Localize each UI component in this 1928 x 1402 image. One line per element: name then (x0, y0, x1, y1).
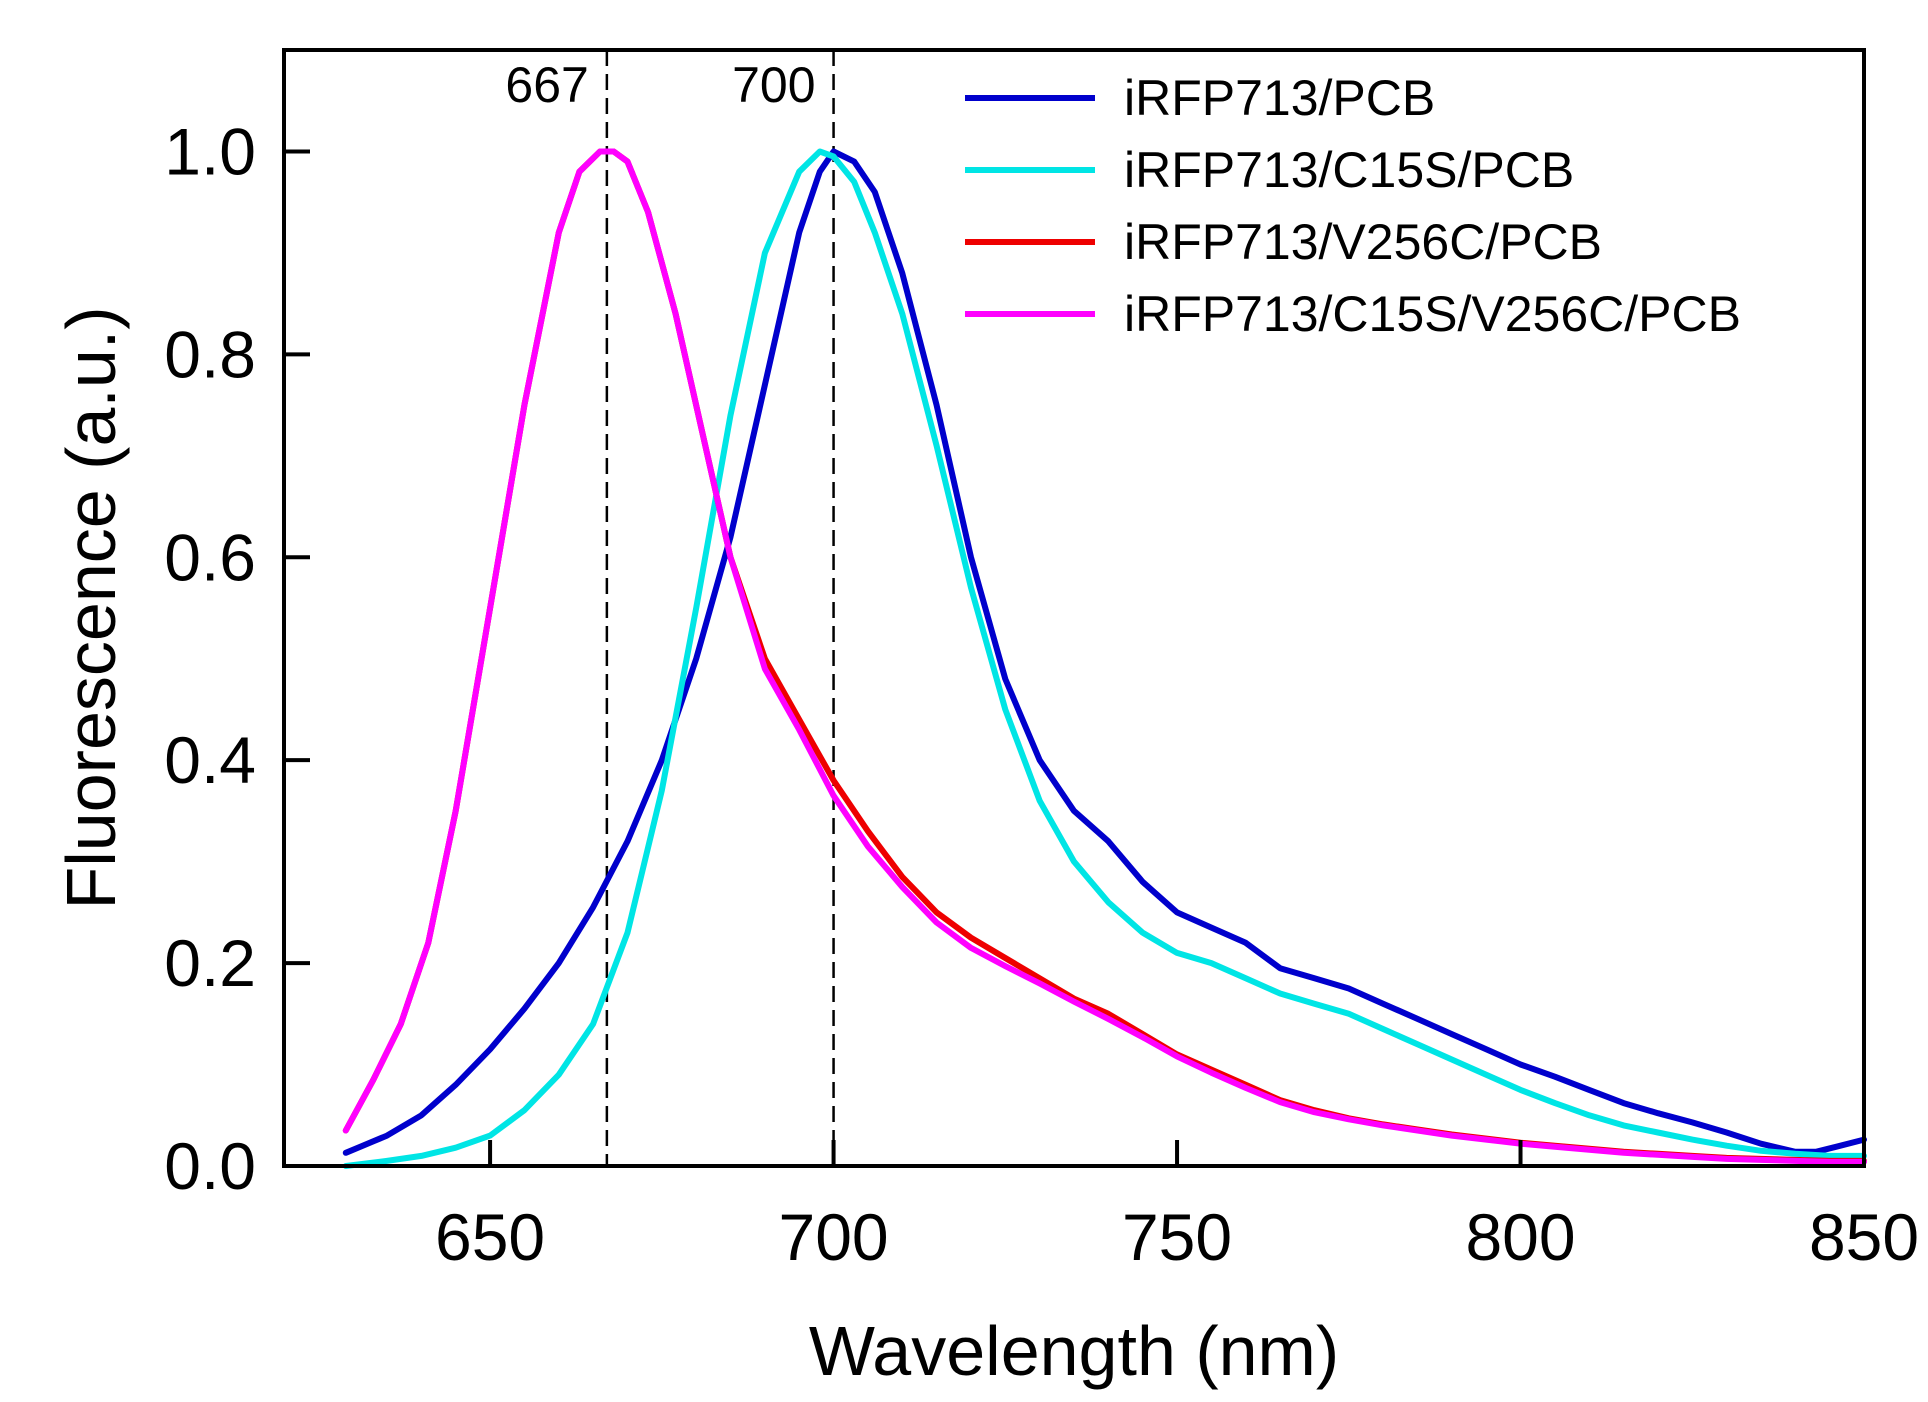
x-axis-label: Wavelength (nm) (809, 1312, 1339, 1390)
y-tick-label-0.8: 0.8 (164, 317, 256, 391)
x-tick-label-850: 850 (1809, 1200, 1919, 1274)
x-tick-label-750: 750 (1122, 1200, 1232, 1274)
y-tick-label-0.2: 0.2 (164, 926, 256, 1000)
plot-frame (282, 48, 1866, 1168)
reference-label-700: 700 (732, 57, 815, 113)
y-tick-label-0.4: 0.4 (164, 723, 256, 797)
axis-layer: 650 700 750 800 850 0.0 0.2 0.4 0.6 0.8 1.0 (164, 114, 1919, 1274)
x-tick-label-700: 700 (779, 1200, 889, 1274)
y-axis-label: Fluorescence (a.u.) (52, 306, 130, 909)
reference-label-667: 667 (505, 57, 588, 113)
series-line-1 (342, 148, 1867, 1169)
legend-label-0: iRFP713/PCB (1124, 70, 1435, 126)
legend-label-1: iRFP713/C15S/PCB (1124, 142, 1574, 198)
series-line-3 (342, 148, 1867, 1165)
x-tick-label-650: 650 (435, 1200, 545, 1274)
series-line-0 (342, 148, 1867, 1156)
plot-layer: 667 700 (342, 50, 1867, 1169)
legend-label-2: iRFP713/V256C/PCB (1124, 214, 1602, 270)
y-tick-label-1.0: 1.0 (164, 114, 256, 188)
legend: iRFP713/PCB iRFP713/C15S/PCB iRFP713/V256C… (965, 70, 1741, 342)
legend-label-3: iRFP713/C15S/V256C/PCB (1124, 286, 1741, 342)
y-tick-label-0.0: 0.0 (164, 1129, 256, 1203)
y-tick-label-0.6: 0.6 (164, 520, 256, 594)
x-tick-label-800: 800 (1465, 1200, 1575, 1274)
